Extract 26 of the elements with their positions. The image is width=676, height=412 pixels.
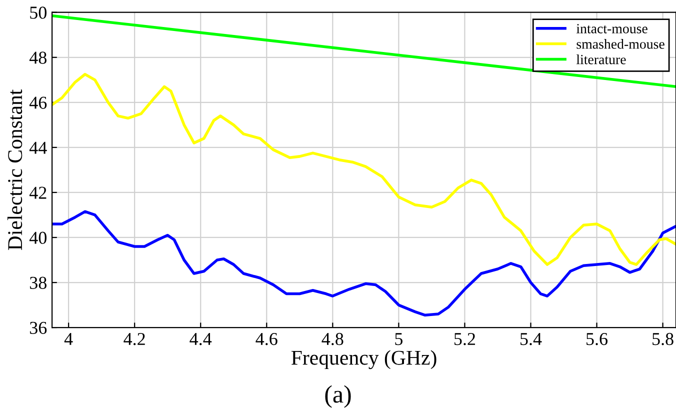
y-tick-label: 38 <box>30 276 47 289</box>
y-tick-label: 48 <box>29 52 47 64</box>
text: (a) <box>325 385 351 408</box>
y-tick-label: 42 <box>29 186 46 199</box>
legend-label: literature <box>576 54 626 64</box>
y-tick-label: 40 <box>29 232 47 244</box>
y-tick-label: 36 <box>30 322 47 334</box>
x-tick-label: 4 <box>64 333 73 345</box>
y-axis-title: Dielectric Constant <box>7 89 22 250</box>
x-tick-label: 5.8 <box>652 332 674 346</box>
legend-label: smashed-mouse <box>576 39 664 49</box>
x-tick-label: 4.2 <box>124 332 145 346</box>
legend-label: intact-mouse <box>576 24 648 34</box>
x-tick-label: 5.6 <box>586 332 608 346</box>
y-tick-label: 44 <box>29 142 47 154</box>
x-tick-label: 4.6 <box>256 332 278 346</box>
x-tick-label: 4.4 <box>190 333 212 346</box>
x-axis-title: Frequency (GHz) <box>291 350 436 370</box>
x-tick-label: 4.8 <box>322 332 344 346</box>
line-series <box>52 210 676 317</box>
x-tick-label: 5 <box>395 333 402 346</box>
line-series <box>52 72 676 266</box>
y-tick-label: 50 <box>30 6 47 19</box>
x-tick-label: 5.2 <box>454 332 476 346</box>
x-tick-label: 5.4 <box>520 333 542 346</box>
y-tick-label: 46 <box>29 96 47 109</box>
